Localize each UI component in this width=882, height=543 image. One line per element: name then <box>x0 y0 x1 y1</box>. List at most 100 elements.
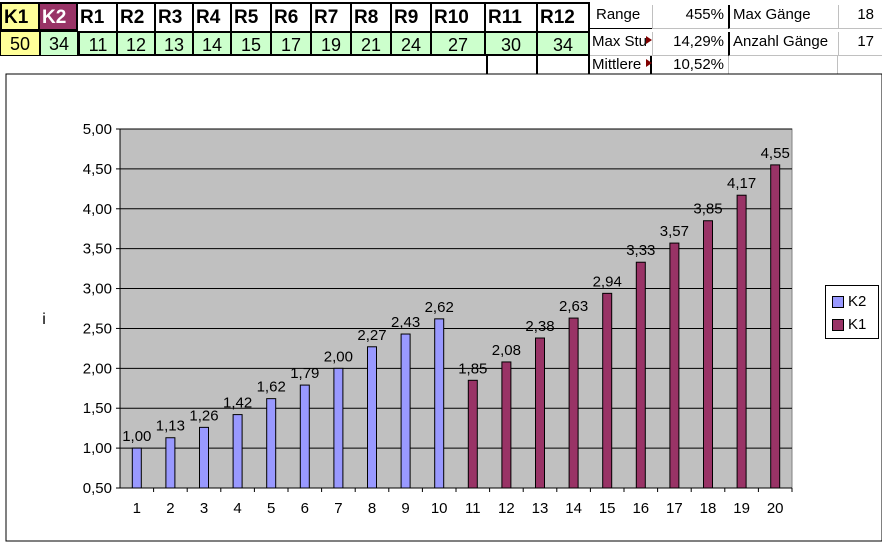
data-label: 3,85 <box>693 201 722 218</box>
x-tick-label: 18 <box>700 500 717 517</box>
header-r2[interactable]: R2 <box>118 2 156 31</box>
empty-cell-r12[interactable] <box>538 56 590 74</box>
x-tick-label: 13 <box>532 500 549 517</box>
data-label: 2,43 <box>391 314 420 331</box>
value-r7[interactable]: 19 <box>312 31 352 56</box>
header-r4[interactable]: R4 <box>194 2 232 31</box>
empty-cell-stats[interactable] <box>728 56 838 74</box>
x-tick-label: 1 <box>133 500 141 517</box>
data-label: 1,62 <box>257 379 286 396</box>
bar-k2[interactable] <box>131 447 142 489</box>
y-tick-label: 4,00 <box>83 201 112 218</box>
header-r10[interactable]: R10 <box>432 2 486 31</box>
bar-k1[interactable] <box>602 292 613 489</box>
header-k1[interactable]: K1 <box>0 2 40 31</box>
bar-k2[interactable] <box>266 398 277 489</box>
mittlere-label[interactable]: Mittlere <box>590 56 652 74</box>
value-r9[interactable]: 24 <box>392 31 432 56</box>
x-tick-label: 20 <box>767 500 784 517</box>
bar-k1[interactable] <box>467 379 478 489</box>
x-tick-label: 15 <box>599 500 616 517</box>
x-tick-label: 10 <box>431 500 448 517</box>
data-label: 3,33 <box>626 242 655 259</box>
header-r1[interactable]: R1 <box>78 2 118 31</box>
header-r12[interactable]: R12 <box>538 2 590 31</box>
data-label: 3,57 <box>660 223 689 240</box>
anzahl-gaenge-value[interactable]: 17 <box>838 32 882 56</box>
plot-area: 0,50 1,00 1,50 2,00 2,50 3,00 3,50 4,00 4,50 5,00… <box>83 121 793 517</box>
x-tick-label: 16 <box>632 500 649 517</box>
chart[interactable]: 0,50 1,00 1,50 2,00 2,50 3,00 3,50 4,00 4,50 5,00… <box>0 72 882 543</box>
header-k2[interactable]: K2 <box>40 2 78 31</box>
header-r8[interactable]: R8 <box>352 2 392 31</box>
anzahl-gaenge-label[interactable]: Anzahl Gänge <box>728 32 838 56</box>
bar-k2[interactable] <box>400 333 411 489</box>
header-r6[interactable]: R6 <box>272 2 312 31</box>
max-step-label[interactable]: Max Stu <box>590 32 652 56</box>
y-tick-label: 1,00 <box>83 440 112 457</box>
bar-k2[interactable] <box>367 346 377 489</box>
range-value[interactable]: 455% <box>652 5 728 29</box>
legend-label-k1: K1 <box>848 316 867 333</box>
y-tick-label: 3,50 <box>83 241 112 258</box>
value-k2[interactable]: 34 <box>40 31 78 56</box>
comment-indicator-icon <box>646 59 652 67</box>
x-tick-label: 14 <box>565 500 582 517</box>
legend-item-k1: K1 <box>832 316 866 334</box>
bar-k1[interactable] <box>703 220 713 489</box>
bar-k1[interactable] <box>501 361 512 489</box>
value-k1[interactable]: 50 <box>0 31 40 56</box>
x-tick-label: 8 <box>368 500 376 517</box>
data-label: 2,94 <box>593 273 622 290</box>
empty-cell-r11[interactable] <box>486 56 538 74</box>
bar-k2[interactable] <box>199 426 209 489</box>
value-r8[interactable]: 21 <box>352 31 392 56</box>
plot-background <box>119 128 793 489</box>
data-label: 2,62 <box>425 299 454 316</box>
value-r12[interactable]: 34 <box>538 31 590 56</box>
value-r10[interactable]: 27 <box>432 31 486 56</box>
x-tick-label: 19 <box>733 500 750 517</box>
bar-k2[interactable] <box>299 384 310 489</box>
bar-k2[interactable] <box>434 318 445 489</box>
y-tick-label: 4,50 <box>83 161 112 178</box>
bar-k2[interactable] <box>333 367 344 489</box>
header-r7[interactable]: R7 <box>312 2 352 31</box>
header-r3[interactable]: R3 <box>156 2 194 31</box>
data-label: 4,17 <box>727 175 756 192</box>
header-r9[interactable]: R9 <box>392 2 432 31</box>
header-r5[interactable]: R5 <box>232 2 272 31</box>
bar-k1[interactable] <box>736 194 747 489</box>
bar-k1[interactable] <box>635 261 646 489</box>
x-tick-label: 7 <box>334 500 342 517</box>
max-gaenge-value[interactable]: 18 <box>838 5 882 29</box>
mittlere-value[interactable]: 10,52% <box>673 56 724 73</box>
data-label: 1,42 <box>223 395 252 412</box>
bar-k2[interactable] <box>232 414 243 489</box>
value-r5[interactable]: 15 <box>232 31 272 56</box>
header-r11[interactable]: R11 <box>486 2 538 31</box>
x-tick-label: 2 <box>166 500 174 517</box>
value-r6[interactable]: 17 <box>272 31 312 56</box>
max-step-value[interactable]: 14,29% <box>652 32 728 56</box>
range-label[interactable]: Range <box>590 5 652 29</box>
data-label: 2,63 <box>559 298 588 315</box>
chart-legend[interactable]: K2 K1 <box>825 285 879 339</box>
bar-k1[interactable] <box>535 337 545 489</box>
value-r1[interactable]: 11 <box>78 31 118 56</box>
x-tick-label: 12 <box>498 500 515 517</box>
bar-k1[interactable] <box>568 317 579 489</box>
value-r11[interactable]: 30 <box>486 31 538 56</box>
value-r2[interactable]: 12 <box>118 31 156 56</box>
max-gaenge-label[interactable]: Max Gänge <box>728 5 838 29</box>
bar-k1[interactable] <box>770 164 781 489</box>
data-label: 1,26 <box>189 407 218 424</box>
bar-k1[interactable] <box>669 242 680 489</box>
bar-k2[interactable] <box>165 437 176 489</box>
y-tick-label: 1,50 <box>83 400 112 417</box>
x-tick-label: 6 <box>301 500 309 517</box>
data-label: 2,08 <box>492 342 521 359</box>
value-r4[interactable]: 14 <box>194 31 232 56</box>
value-r3[interactable]: 13 <box>156 31 194 56</box>
legend-swatch-k1 <box>832 319 844 332</box>
